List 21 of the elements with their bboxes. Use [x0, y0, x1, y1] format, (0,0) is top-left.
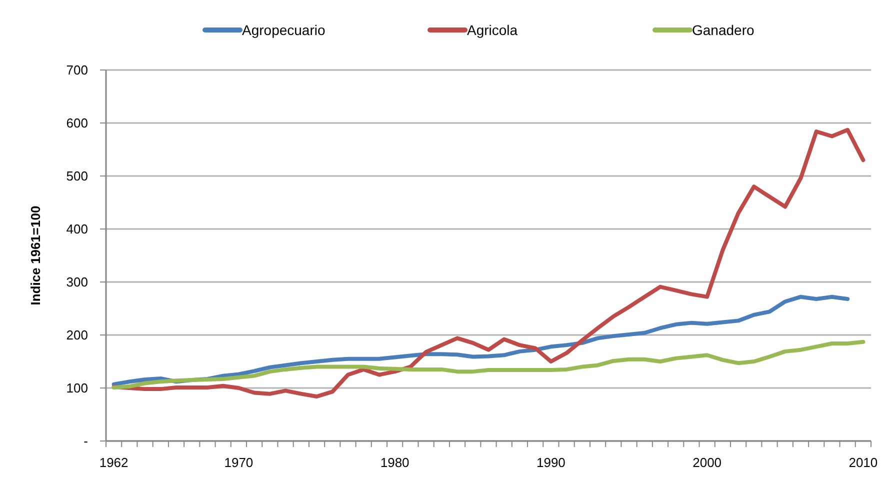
x-tick-label: 1970: [224, 455, 254, 470]
x-tick-label: 1962: [99, 455, 128, 470]
y-tick-label: 500: [66, 168, 88, 184]
legend-label: Agropecuario: [242, 22, 326, 38]
y-tick-label: 300: [66, 274, 88, 290]
y-tick-label: 600: [66, 116, 88, 131]
y-tick-label: 200: [66, 328, 88, 343]
x-tick-label: 1990: [536, 455, 566, 470]
y-tick-label: 700: [66, 62, 88, 78]
line-series: [112, 294, 850, 386]
y-tick-label: 100: [66, 380, 88, 396]
legend-label: Ganadero: [692, 22, 754, 38]
x-tick-label: 1980: [380, 455, 410, 470]
x-tick-label: 2010: [848, 455, 878, 470]
y-tick-label: -: [84, 434, 88, 449]
x-tick-label: 2000: [692, 455, 722, 470]
y-tick-label: 400: [66, 222, 88, 237]
line-series: [112, 340, 866, 390]
legend-label: Agricola: [467, 22, 518, 38]
line-series: [112, 128, 866, 398]
y-axis-title: Indice 1961=100: [28, 206, 43, 306]
